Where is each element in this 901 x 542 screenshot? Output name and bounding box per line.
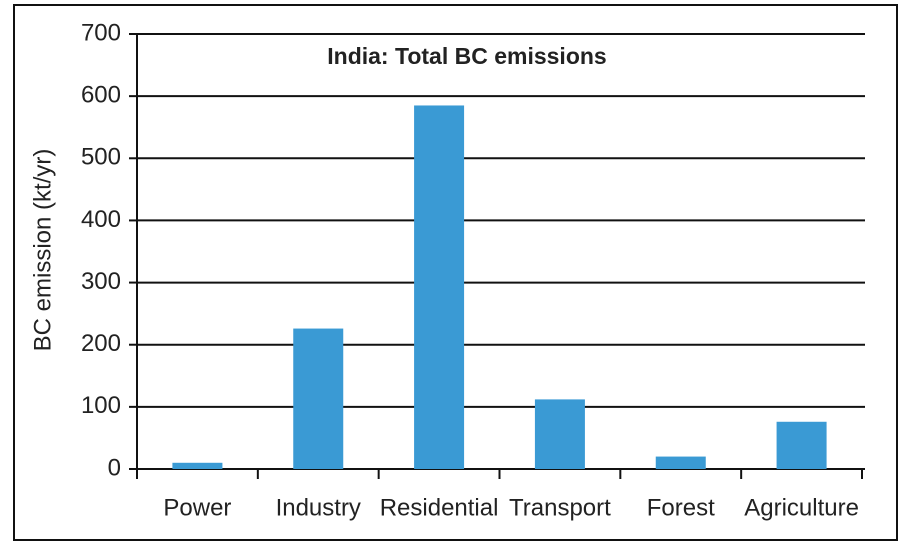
frame — [13, 4, 898, 541]
bar — [776, 421, 827, 469]
y-tick-label: 500 — [81, 144, 121, 171]
bar — [172, 462, 223, 469]
x-tick-label: Residential — [380, 494, 499, 521]
x-tick-label: Industry — [276, 494, 361, 521]
bar — [293, 328, 344, 469]
x-tick-label: Transport — [509, 494, 611, 521]
y-tick-label: 300 — [81, 268, 121, 295]
x-tick-label: Power — [163, 494, 231, 521]
y-tick-label: 700 — [81, 19, 121, 46]
y-axis-label: BC emission (kt/yr) — [29, 149, 56, 352]
y-tick-label: 400 — [81, 206, 121, 233]
bar — [534, 399, 585, 469]
bar — [655, 456, 706, 469]
y-tick-label: 0 — [108, 454, 121, 481]
y-tick-label: 600 — [81, 81, 121, 108]
x-tick-label: Agriculture — [744, 494, 859, 521]
y-tick-label: 200 — [81, 330, 121, 357]
bar — [414, 105, 465, 469]
x-tick-label: Forest — [647, 494, 715, 521]
y-tick-label: 100 — [81, 392, 121, 419]
chart-title: India: Total BC emissions — [327, 43, 606, 69]
